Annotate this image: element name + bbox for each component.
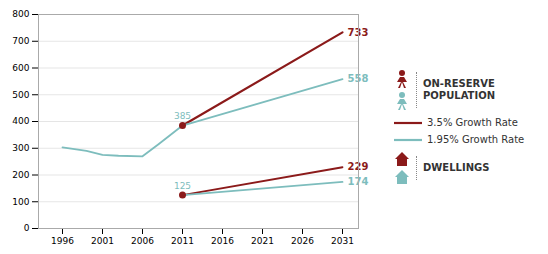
- html-text:DWELLINGS: DWELLINGS: [423, 162, 490, 173]
- svg-text:600: 600: [12, 63, 29, 73]
- svg-text:558: 558: [348, 73, 369, 84]
- svg-text:800: 800: [12, 9, 29, 19]
- html-text:3.5% Growth Rate: 3.5% Growth Rate: [427, 117, 518, 128]
- svg-text:1996: 1996: [51, 236, 74, 246]
- svg-text:2011: 2011: [171, 236, 194, 246]
- svg-text:229: 229: [348, 161, 369, 172]
- svg-text:400: 400: [12, 116, 29, 126]
- svg-text:300: 300: [12, 143, 29, 153]
- svg-text:100: 100: [12, 197, 29, 207]
- svg-text:2006: 2006: [131, 236, 154, 246]
- svg-text:700: 700: [12, 36, 29, 46]
- svg-text:174: 174: [348, 176, 369, 187]
- svg-text:200: 200: [12, 170, 29, 180]
- svg-text:2001: 2001: [91, 236, 114, 246]
- svg-text:385: 385: [174, 111, 191, 121]
- html-text:ON-RESERVE POPULATION: ON-RESERVE POPULATION: [423, 78, 495, 101]
- svg-text:2031: 2031: [331, 236, 354, 246]
- svg-text:125: 125: [174, 181, 191, 191]
- svg-text:0: 0: [24, 223, 30, 233]
- html-text:1.95% Growth Rate: 1.95% Growth Rate: [427, 134, 525, 145]
- svg-text:2021: 2021: [251, 236, 274, 246]
- svg-text:2016: 2016: [211, 236, 234, 246]
- svg-text:500: 500: [12, 90, 29, 100]
- svg-text:2026: 2026: [291, 236, 314, 246]
- svg-text:733: 733: [348, 27, 369, 38]
